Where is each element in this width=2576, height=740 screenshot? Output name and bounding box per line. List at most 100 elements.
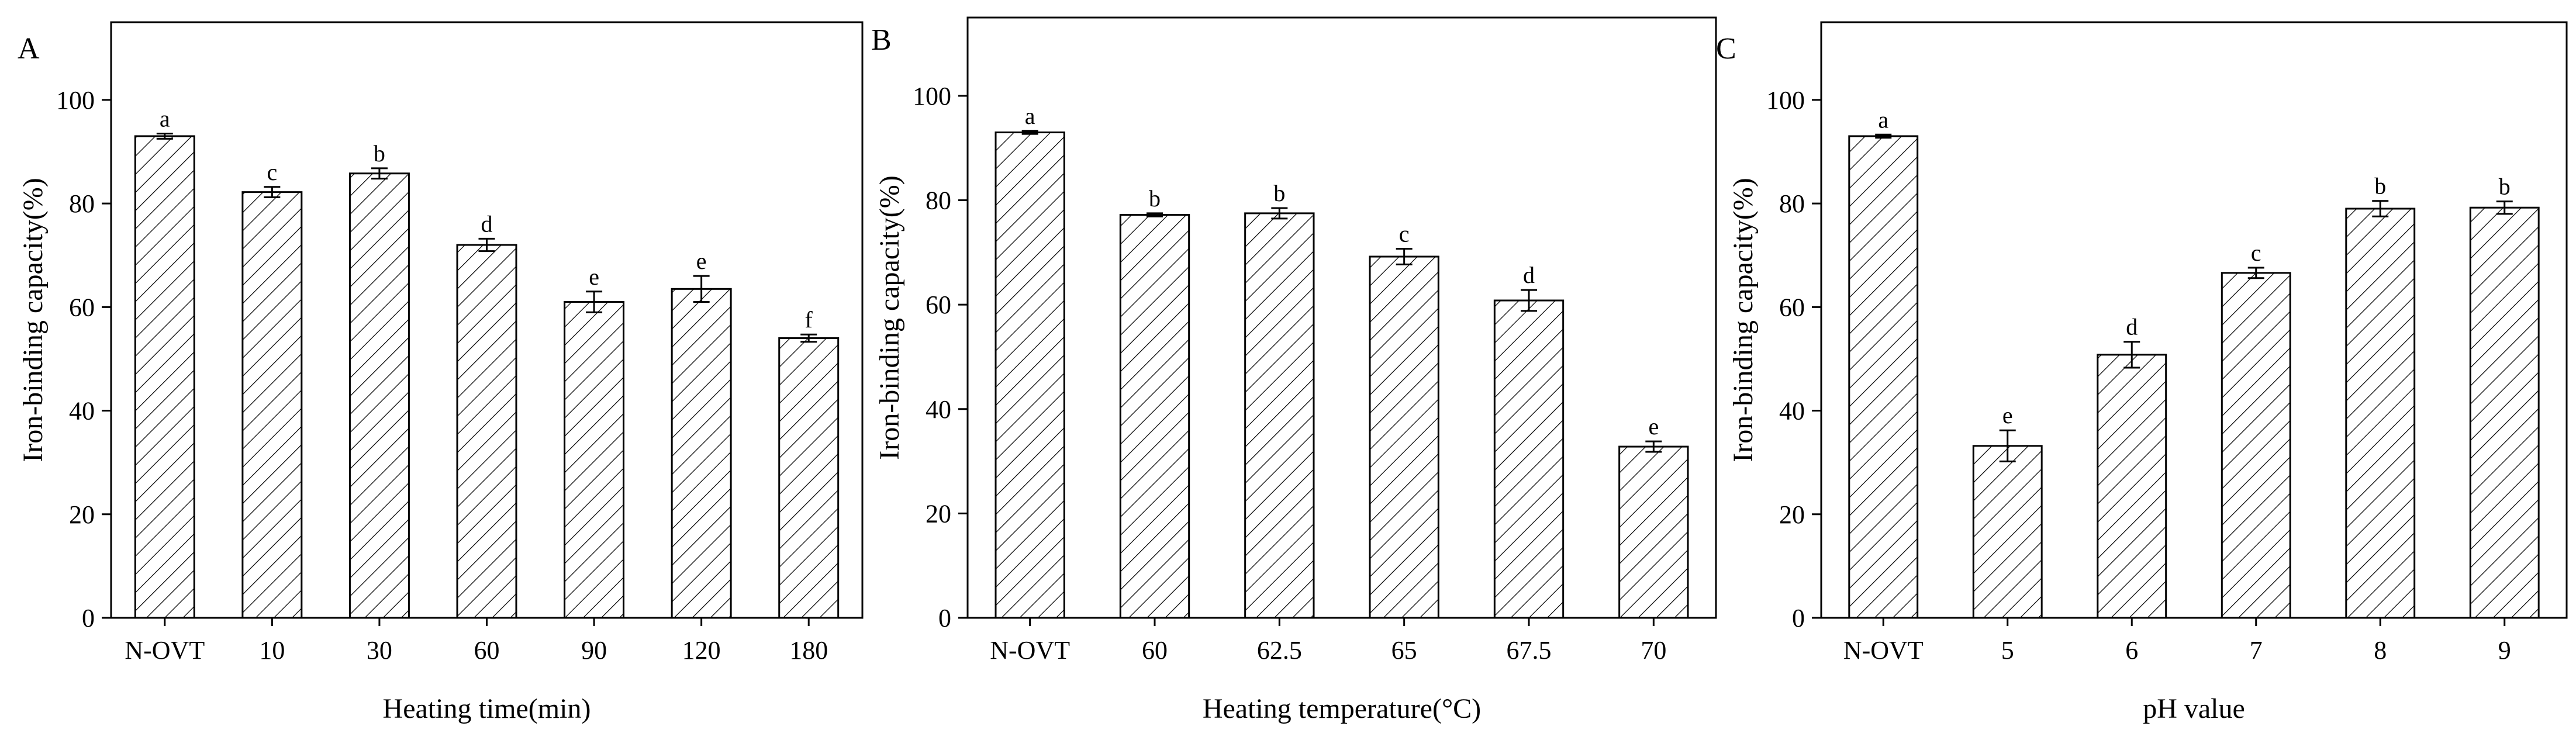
significance-letter: c <box>2251 240 2261 266</box>
y-tick-label: 40 <box>1779 397 1805 426</box>
y-tick-label: 20 <box>926 499 951 528</box>
y-axis-title: Iron-binding capacity(%) <box>18 178 49 462</box>
x-tick-label: 60 <box>1142 636 1168 665</box>
significance-letter: c <box>267 159 277 185</box>
error-bar <box>2123 341 2140 369</box>
x-tick-label: 180 <box>789 636 828 665</box>
y-tick-label: 80 <box>926 186 951 215</box>
bar-c-3 <box>2221 272 2291 619</box>
y-tick-label: 60 <box>69 293 95 321</box>
bar-a-2 <box>348 172 410 619</box>
y-tick-label: 0 <box>82 604 95 632</box>
significance-letter: b <box>374 140 385 167</box>
plot-frame <box>966 16 1717 619</box>
significance-letter: d <box>2126 314 2138 340</box>
significance-letter: d <box>481 210 493 237</box>
bar-c-2 <box>2097 354 2167 619</box>
y-tick-label: 100 <box>56 86 95 115</box>
y-tick-label: 20 <box>1779 500 1805 529</box>
bar-c-0 <box>1848 135 1919 619</box>
panel-a: Aa N-OVT c 10 b 30 d 60 e 90 e 120 f 180 0 20 40 60 80 100 H… <box>18 21 864 724</box>
x-tick-label: N-OVT <box>125 636 205 665</box>
error-bar <box>1875 133 1892 139</box>
bar-b-5 <box>1618 445 1689 619</box>
bar-a-5 <box>671 288 732 619</box>
significance-letter: b <box>2499 174 2511 200</box>
bar-b-0 <box>995 131 1065 619</box>
bar-a-0 <box>134 135 195 619</box>
bar-b-1 <box>1119 214 1190 619</box>
x-tick-label: N-OVT <box>1843 636 1924 665</box>
panel-letter: A <box>18 32 40 65</box>
error-bar <box>1147 212 1163 217</box>
error-bar <box>1999 429 2016 462</box>
y-tick-label: 0 <box>1792 604 1805 632</box>
x-tick-label: 120 <box>682 636 721 665</box>
x-tick-label: 7 <box>2250 636 2263 665</box>
bar-c-1 <box>1972 445 2043 619</box>
x-tick-label: 67.5 <box>1507 636 1552 665</box>
panels: AaN-OVTc10b30d60e90e120f180020406080100H… <box>18 16 2568 724</box>
x-tick-label: 65 <box>1391 636 1417 665</box>
significance-letter: f <box>805 306 813 333</box>
significance-letter: a <box>160 106 170 132</box>
y-axis-title: Iron-binding capacity(%) <box>1728 178 1759 462</box>
error-bar <box>478 237 495 253</box>
error-bar <box>1645 440 1662 453</box>
x-axis-title: Heating temperature(°C) <box>1203 693 1481 724</box>
significance-letter: b <box>1273 180 1285 206</box>
y-axis-title: Iron-binding capacity(%) <box>874 175 905 459</box>
y-tick-label: 100 <box>913 82 951 110</box>
x-tick-label: 62.5 <box>1257 636 1302 665</box>
error-bar <box>800 333 817 343</box>
y-tick-label: 60 <box>1779 293 1805 321</box>
error-bar <box>2496 200 2513 215</box>
significance-letter: e <box>696 248 707 274</box>
bar-a-4 <box>564 300 625 619</box>
panel-letter: B <box>871 23 892 57</box>
x-tick-label: 8 <box>2374 636 2387 665</box>
significance-letter: e <box>1648 413 1659 440</box>
error-bar <box>2247 267 2264 279</box>
significance-letter: e <box>2002 402 2013 428</box>
y-tick-label: 80 <box>69 189 95 218</box>
bar-b-2 <box>1244 212 1315 619</box>
significance-letter: d <box>1523 262 1535 288</box>
error-bar <box>371 167 388 180</box>
plot-frame <box>110 21 864 619</box>
y-tick-label: 80 <box>1779 189 1805 218</box>
error-bar <box>586 291 603 313</box>
x-tick-label: 90 <box>581 636 607 665</box>
x-tick-label: 60 <box>474 636 500 665</box>
bar-b-3 <box>1369 255 1439 619</box>
significance-letter: c <box>1399 221 1410 247</box>
x-tick-label: N-OVT <box>990 636 1070 665</box>
error-bar <box>2372 200 2389 217</box>
significance-letter: e <box>589 264 599 290</box>
significance-letter: b <box>2374 173 2386 199</box>
error-bar <box>1396 248 1413 265</box>
panel-letter: C <box>1716 32 1736 65</box>
y-tick-label: 60 <box>926 291 951 319</box>
error-bar <box>1521 289 1537 312</box>
bar-a-3 <box>456 244 517 619</box>
error-bar <box>693 275 710 303</box>
panel-c: Ca N-OVT e 5 d 6 c 7 b 8 b 9 0 20 40 60 80 100 pH value Iro… <box>1716 21 2568 724</box>
significance-letter: a <box>1878 106 1888 133</box>
bar-b-4 <box>1493 299 1565 619</box>
bar-a-1 <box>241 191 303 619</box>
y-tick-label: 0 <box>938 604 951 632</box>
significance-letter: a <box>1025 103 1035 129</box>
y-tick-label: 100 <box>1766 86 1805 115</box>
error-bar <box>156 133 173 140</box>
panel-b: Ba N-OVT b 60 b 62.5 c 65 d 67.5 e 70 0 20 40 60 80 100 He… <box>871 16 1717 724</box>
x-tick-label: 10 <box>259 636 285 665</box>
x-tick-label: 5 <box>2001 636 2014 665</box>
x-tick-label: 70 <box>1641 636 1666 665</box>
y-tick-label: 40 <box>69 397 95 426</box>
significance-letter: b <box>1149 185 1161 212</box>
x-tick-label: 30 <box>367 636 392 665</box>
x-tick-label: 6 <box>2125 636 2138 665</box>
bar-c-5 <box>2469 206 2540 619</box>
